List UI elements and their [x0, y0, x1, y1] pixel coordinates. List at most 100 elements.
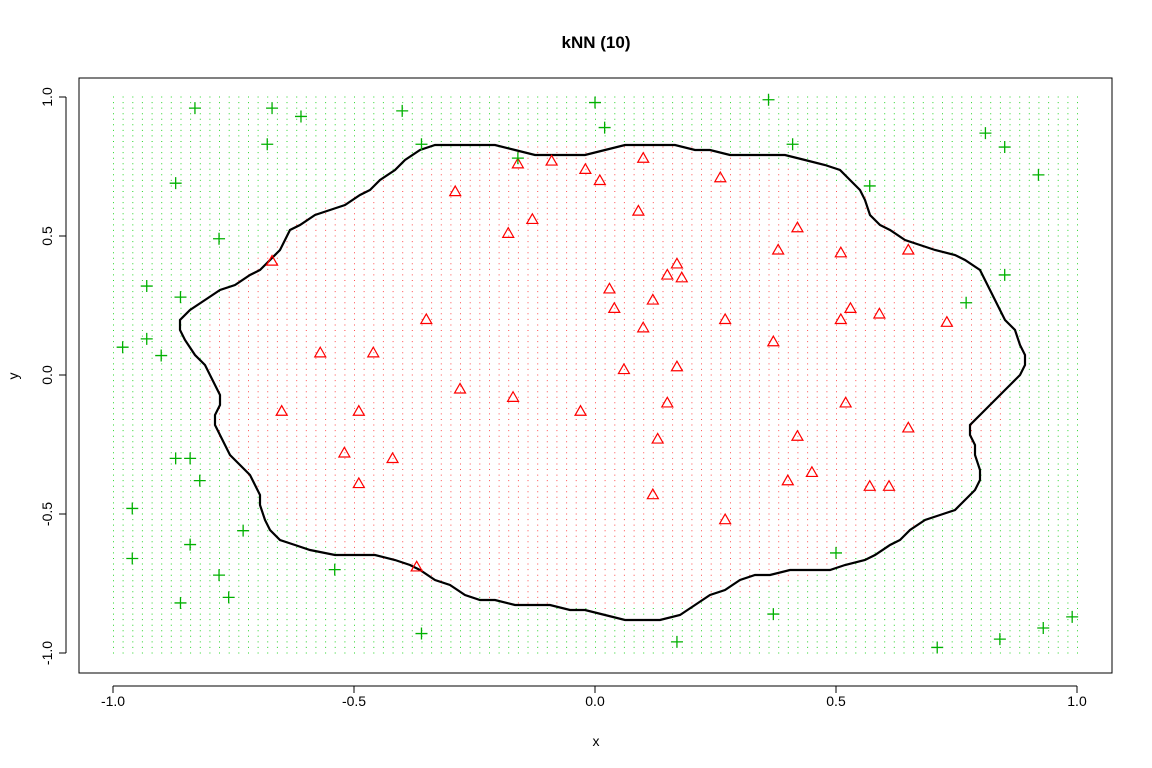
- triangle-point: [525, 212, 539, 225]
- plus-point: [213, 232, 226, 245]
- triangle-point: [636, 151, 650, 163]
- triangle-point: [617, 362, 631, 375]
- triangle-point: [646, 487, 660, 500]
- decision-boundary-line: [178, 143, 1027, 622]
- triangle-point: [843, 301, 857, 314]
- triangle-point: [337, 446, 351, 458]
- triangle-point: [901, 421, 915, 433]
- plus-point: [993, 633, 1006, 646]
- plus-point: [169, 452, 182, 465]
- plus-point: [174, 291, 187, 304]
- plus-point: [184, 538, 197, 551]
- triangle-point: [410, 560, 424, 572]
- triangle-point: [781, 473, 795, 486]
- plus-point: [1032, 168, 1045, 181]
- triangle-point: [771, 243, 785, 255]
- triangle-point: [718, 312, 732, 325]
- plus-point: [140, 280, 153, 293]
- triangle-point: [805, 465, 819, 478]
- plus-point: [762, 93, 775, 106]
- triangle-point: [631, 204, 645, 216]
- x-tick-label: 1.0: [1067, 693, 1087, 709]
- triangle-point: [670, 257, 684, 269]
- triangle-point: [882, 479, 896, 491]
- triangle-point: [448, 184, 462, 197]
- plus-point: [589, 96, 601, 109]
- triangle-point: [352, 404, 366, 416]
- plus-point: [126, 502, 139, 515]
- triangle-point: [834, 312, 848, 325]
- triangle-point: [901, 243, 915, 255]
- plus-point: [169, 177, 182, 190]
- triangle-point: [834, 245, 848, 258]
- triangle-point: [839, 396, 853, 408]
- plus-point: [670, 635, 683, 648]
- triangle-point: [265, 254, 279, 266]
- data-points: [116, 93, 1079, 654]
- triangle-point: [872, 307, 886, 319]
- plus-point: [598, 121, 611, 134]
- x-tick-label: 0.5: [826, 693, 846, 709]
- plus-point: [1066, 610, 1079, 623]
- plus-point: [222, 591, 235, 604]
- triangle-point: [352, 476, 366, 489]
- triangle-point: [766, 334, 780, 347]
- x-tick-label: -0.5: [342, 693, 366, 709]
- triangle-point: [453, 382, 467, 394]
- triangle-point: [636, 321, 650, 333]
- triangle-point: [718, 512, 732, 525]
- x-axis-label: x: [593, 733, 600, 749]
- triangle-point: [660, 268, 674, 280]
- plus-point: [184, 452, 197, 465]
- triangle-point: [651, 432, 665, 444]
- triangle-point: [419, 312, 433, 325]
- triangle-point: [593, 173, 607, 186]
- plus-point: [511, 152, 524, 165]
- triangle-point: [790, 220, 804, 233]
- plus-point: [863, 179, 876, 192]
- plus-point: [960, 296, 973, 309]
- plus-point: [155, 349, 168, 362]
- plus-point: [415, 138, 428, 151]
- plus-point: [931, 641, 944, 654]
- plus-point: [767, 608, 780, 621]
- triangle-point: [863, 479, 877, 491]
- triangle-point: [713, 170, 727, 183]
- grid-dots-outside: [113, 96, 1078, 654]
- x-tick-label: 0.0: [585, 693, 605, 709]
- plus-point: [237, 524, 250, 537]
- triangle-point: [275, 404, 289, 416]
- triangle-point: [670, 359, 684, 372]
- axes: -1.0 -0.5 0.0 0.5 1.0 -1.0 -0.5 0.0 0.5 1.0: [39, 87, 1087, 709]
- plus-point: [116, 341, 129, 354]
- plus-point: [174, 596, 187, 609]
- plus-point: [328, 563, 341, 576]
- plus-point: [188, 102, 201, 115]
- triangle-point: [790, 429, 804, 441]
- triangle-point: [574, 404, 588, 416]
- y-axis-label: y: [5, 373, 21, 380]
- plot-box: [78, 77, 1113, 674]
- grid-background: [113, 96, 1078, 654]
- triangle-point: [313, 346, 327, 358]
- plus-point: [213, 569, 226, 582]
- y-tick-label: 1.0: [39, 87, 55, 107]
- triangle-point: [675, 270, 689, 283]
- x-tick-label: -1.0: [101, 693, 125, 709]
- triangle-point: [578, 162, 592, 175]
- plus-point: [1037, 621, 1050, 634]
- plus-point: [193, 474, 206, 487]
- triangle-point: [511, 157, 525, 169]
- chart-title: kNN (10): [562, 33, 631, 52]
- triangle-point: [602, 282, 616, 294]
- plus-point: [415, 627, 428, 640]
- triangle-point: [366, 346, 380, 358]
- plus-point: [396, 104, 409, 117]
- triangle-point: [386, 451, 400, 464]
- plus-point: [998, 268, 1011, 281]
- triangle-point: [660, 396, 674, 408]
- plus-point: [126, 552, 139, 565]
- plus-point: [266, 102, 279, 115]
- plus-point: [830, 546, 842, 559]
